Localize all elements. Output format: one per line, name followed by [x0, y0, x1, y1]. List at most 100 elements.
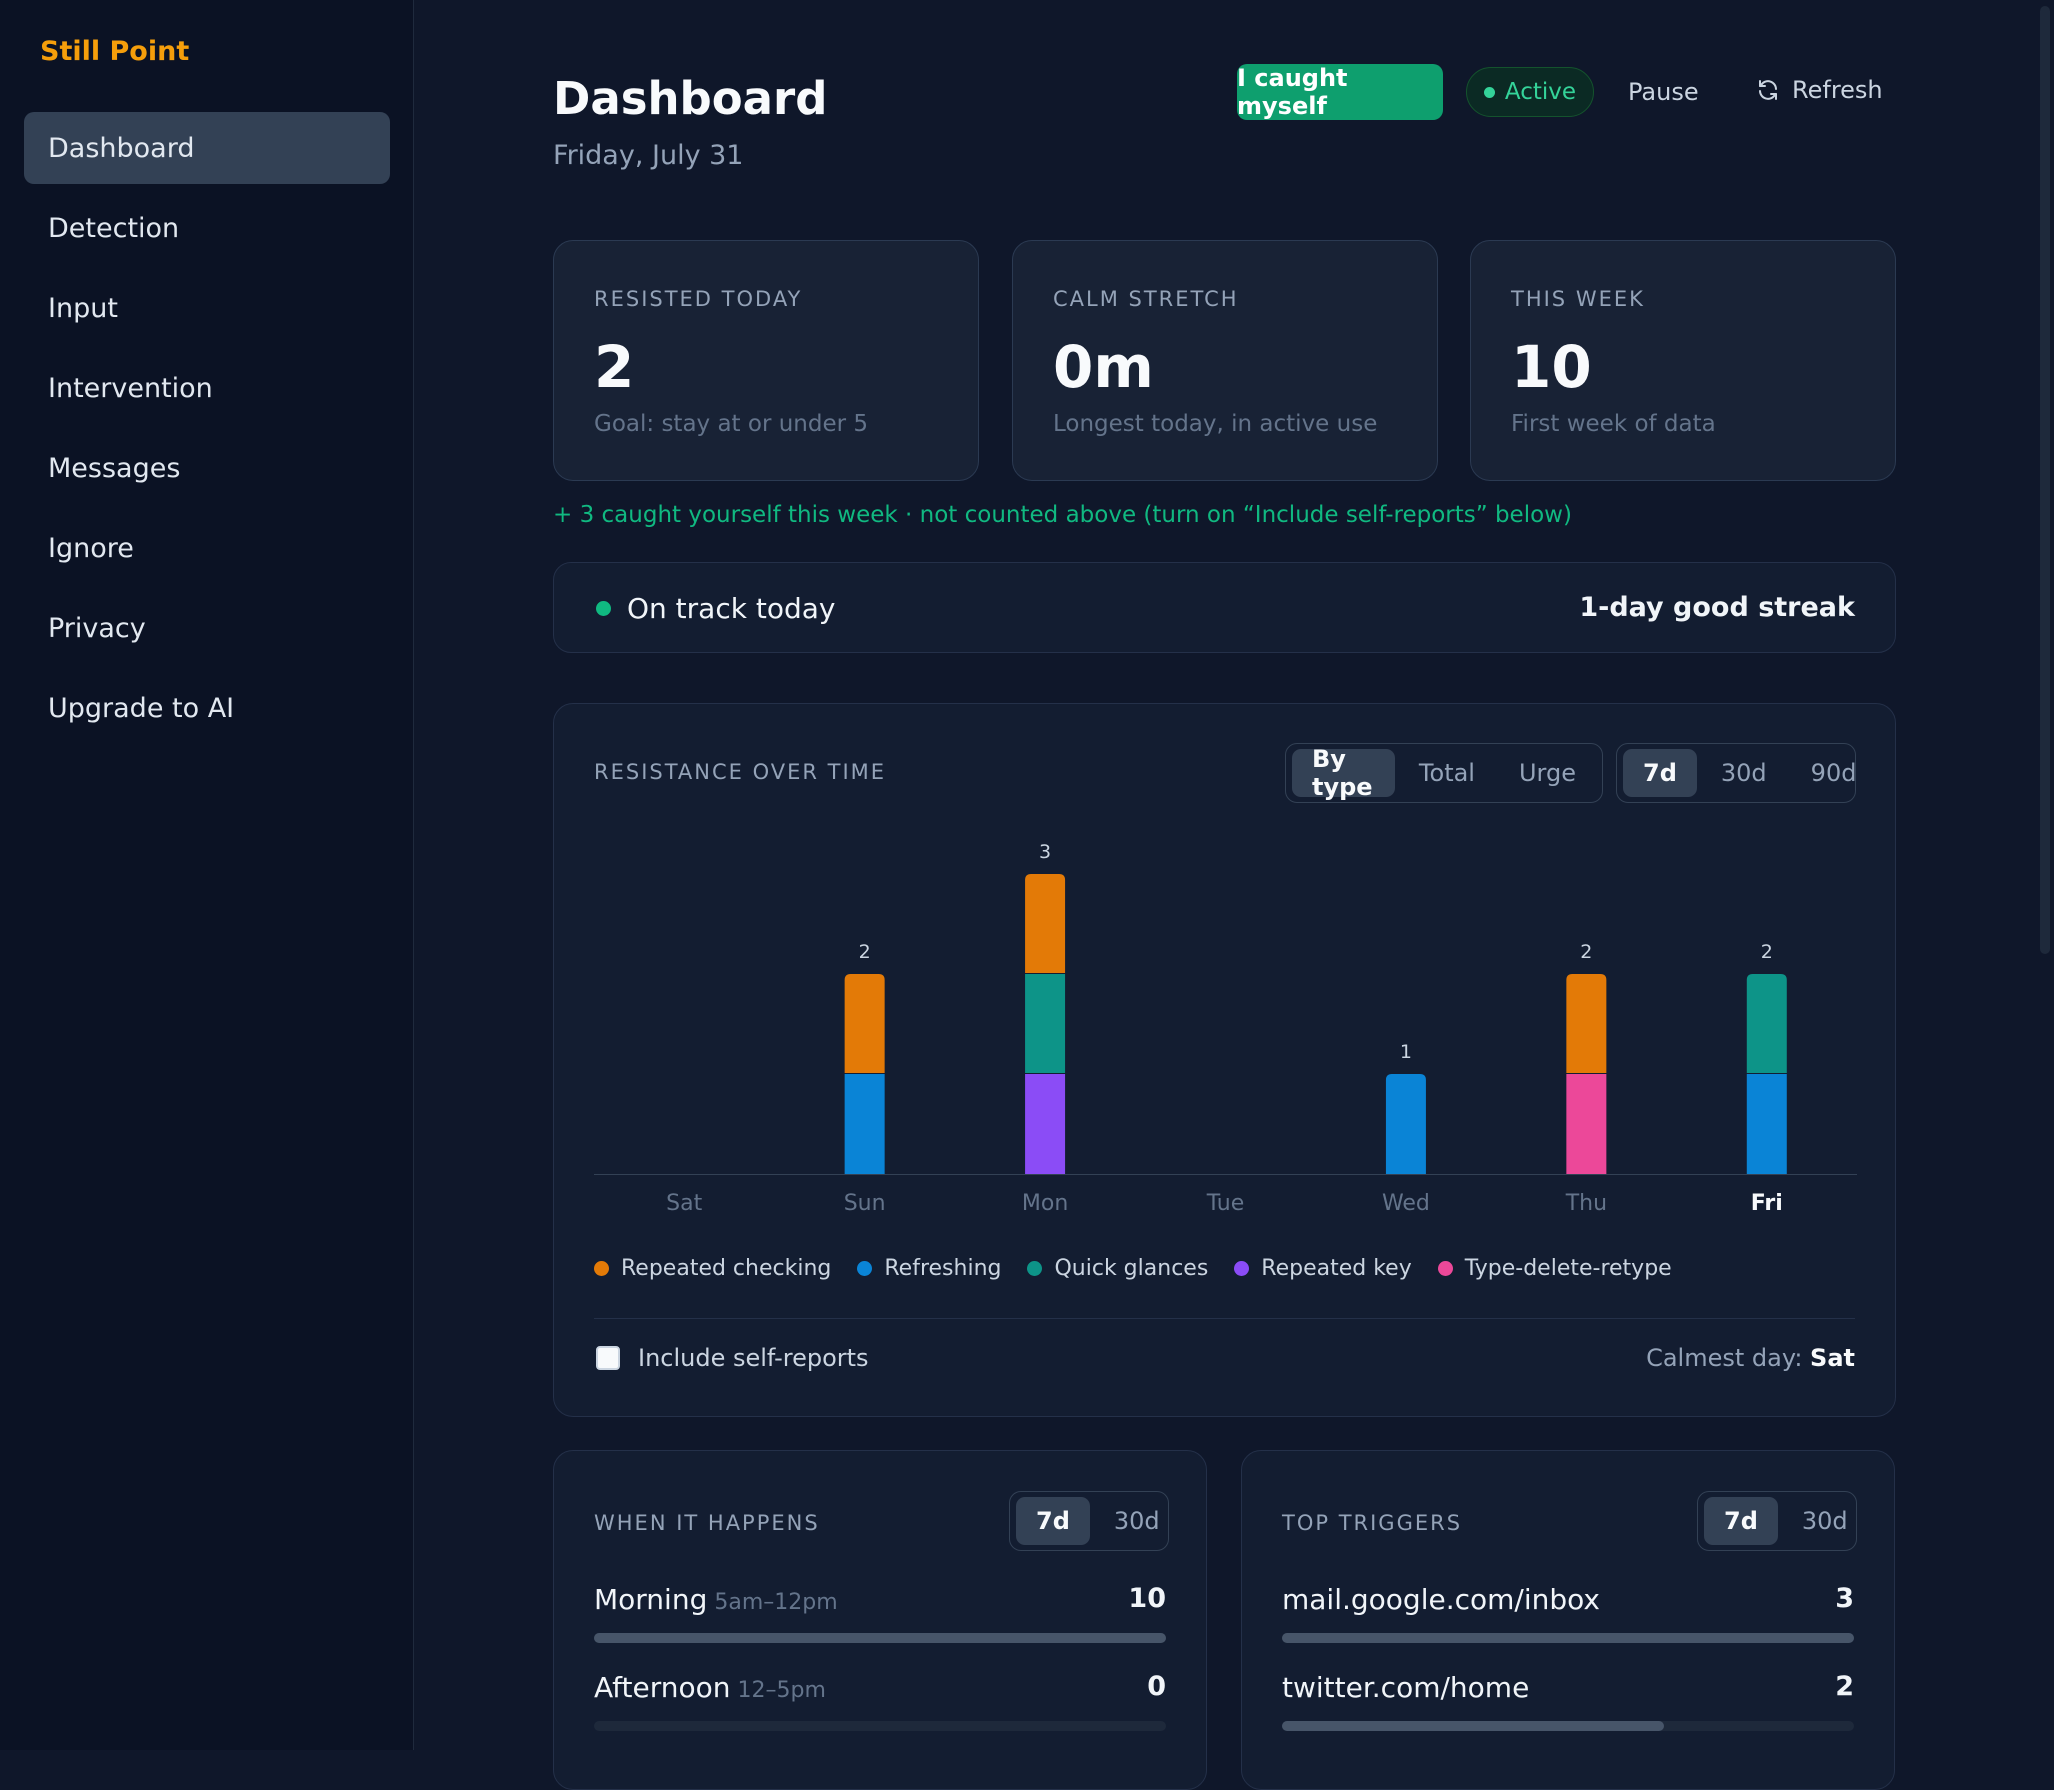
sidebar-item-intervention[interactable]: Intervention — [48, 372, 213, 404]
bar-segment[interactable] — [1566, 1074, 1607, 1174]
sidebar-item-input[interactable]: Input — [48, 292, 118, 324]
sidebar-item-messages[interactable]: Messages — [48, 452, 181, 484]
bar-segment[interactable] — [1025, 1074, 1066, 1174]
refresh-button[interactable]: Refresh — [1756, 76, 1883, 104]
calmest-value: Sat — [1810, 1344, 1855, 1372]
x-tick-label: Mon — [1022, 1191, 1068, 1216]
stat-label: THIS WEEK — [1511, 287, 1645, 311]
legend-label: Repeated key — [1261, 1256, 1412, 1281]
view-tab-urge[interactable]: Urge — [1518, 759, 1576, 787]
bar-segment[interactable] — [1566, 974, 1607, 1073]
row-bar-track — [1282, 1721, 1854, 1731]
top-triggers-card: TOP TRIGGERS 7d 30d mail.google.com/inbo… — [1241, 1450, 1895, 1790]
refresh-label: Refresh — [1792, 76, 1883, 104]
stat-value: 0m — [1053, 333, 1154, 401]
triggers-range-tab-30d[interactable]: 30d — [1801, 1507, 1848, 1535]
bar-segment[interactable] — [1385, 1074, 1426, 1174]
stat-card-calm-stretch: CALM STRETCH 0m Longest today, in active… — [1012, 240, 1438, 481]
sidebar: Still Point Dashboard Detection Input In… — [0, 0, 414, 1750]
sidebar-item-upgrade[interactable]: Upgrade to AI — [48, 692, 235, 724]
resistance-chart-card: RESISTANCE OVER TIME By type Total Urge … — [553, 703, 1896, 1417]
bar-segment[interactable] — [844, 974, 885, 1073]
stat-subtext: Goal: stay at or under 5 — [594, 411, 869, 437]
bar-segment[interactable] — [1746, 1074, 1787, 1174]
legend-label: Type-delete-retype — [1464, 1256, 1672, 1281]
legend-label: Refreshing — [884, 1256, 1002, 1281]
row-label: Afternoon 12–5pm — [594, 1671, 826, 1704]
row-label: mail.google.com/inbox — [1282, 1583, 1600, 1616]
resistance-bar-chart: Sat 2 Sun 3 Mon Tue 1 Wed 2 Thu 2 Fri — [594, 841, 1857, 1216]
view-tab-by-type[interactable]: By type — [1292, 745, 1395, 801]
row-label-text: mail.google.com/inbox — [1282, 1583, 1600, 1616]
when-range-toggle: 7d 30d — [1009, 1491, 1169, 1551]
legend-dot-icon — [1234, 1261, 1250, 1276]
status-label: Active — [1504, 79, 1577, 105]
calmest-label: Calmest day: — [1646, 1344, 1803, 1372]
view-tab-total[interactable]: Total — [1418, 759, 1475, 787]
row-label-text: Afternoon — [594, 1671, 731, 1704]
x-tick-label: Tue — [1206, 1191, 1245, 1216]
triggers-range-tab-7d[interactable]: 7d — [1704, 1497, 1778, 1545]
stat-value: 2 — [594, 333, 635, 401]
sidebar-item-dashboard[interactable]: Dashboard — [24, 112, 390, 184]
page-scrollbar[interactable] — [2036, 0, 2054, 1750]
row-count: 0 — [1147, 1671, 1166, 1702]
row-count: 10 — [1128, 1583, 1166, 1614]
caught-myself-button[interactable]: I caught myself — [1237, 64, 1443, 120]
include-self-reports-checkbox[interactable] — [596, 1346, 620, 1370]
refresh-icon — [1759, 80, 1777, 100]
x-tick-label: Wed — [1382, 1191, 1430, 1216]
triggers-title: TOP TRIGGERS — [1282, 1511, 1463, 1535]
bar-segment[interactable] — [1746, 974, 1787, 1073]
page-title: Dashboard — [553, 72, 828, 125]
when-range-tab-7d[interactable]: 7d — [1016, 1497, 1090, 1545]
stat-subtext: Longest today, in active use — [1053, 411, 1378, 437]
x-tick-label: Sat — [666, 1191, 702, 1216]
chart-divider — [594, 1318, 1855, 1319]
legend-item: Type-delete-retype — [1437, 1256, 1672, 1281]
status-dot-icon — [1483, 86, 1495, 98]
status-badge[interactable]: Active — [1466, 67, 1594, 117]
sidebar-item-ignore[interactable]: Ignore — [48, 532, 134, 564]
legend-item: Repeated key — [1234, 1256, 1412, 1281]
x-tick-label: Sun — [844, 1191, 886, 1216]
include-self-reports-label[interactable]: Include self-reports — [638, 1344, 869, 1372]
bar-segment[interactable] — [1025, 874, 1066, 973]
bar-total-label: 1 — [1400, 1041, 1412, 1063]
scrollbar-thumb[interactable] — [2040, 6, 2050, 954]
stat-subtext: First week of data — [1511, 411, 1716, 437]
legend-dot-icon — [1027, 1261, 1043, 1276]
bar-segment[interactable] — [844, 1074, 885, 1174]
range-tab-30d[interactable]: 30d — [1720, 759, 1767, 787]
stat-card-this-week: THIS WEEK 10 First week of data — [1470, 240, 1896, 481]
legend-label: Repeated checking — [621, 1256, 832, 1281]
range-tab-90d[interactable]: 90d — [1810, 759, 1857, 787]
stat-label: CALM STRETCH — [1053, 287, 1239, 311]
row-bar-track — [594, 1721, 1166, 1731]
on-track-banner: On track today 1-day good streak — [553, 562, 1896, 653]
sidebar-item-privacy[interactable]: Privacy — [48, 612, 146, 644]
bar-total-label: 2 — [1761, 941, 1773, 963]
bar-total-label: 3 — [1039, 841, 1051, 863]
x-tick-label: Thu — [1565, 1191, 1607, 1216]
on-track-label: On track today — [627, 592, 836, 625]
brand-logo-text[interactable]: Still Point — [40, 36, 190, 67]
when-range-tab-30d[interactable]: 30d — [1113, 1507, 1160, 1535]
row-bar-track — [1282, 1633, 1854, 1643]
bar-total-label: 2 — [1580, 941, 1592, 963]
legend-dot-icon — [594, 1261, 609, 1276]
row-label-text: Morning — [594, 1583, 708, 1616]
row-label-hint: 5am–12pm — [707, 1590, 838, 1615]
sidebar-item-detection[interactable]: Detection — [48, 212, 180, 244]
range-tab-7d[interactable]: 7d — [1623, 749, 1697, 797]
row-count: 2 — [1835, 1671, 1854, 1702]
chart-legend: Repeated checking Refreshing Quick glances… — [594, 1256, 1672, 1281]
bar-segment[interactable] — [1025, 974, 1066, 1073]
page-date: Friday, July 31 — [553, 140, 744, 171]
pause-button[interactable]: Pause — [1628, 78, 1699, 106]
legend-item: Refreshing — [857, 1256, 1001, 1281]
range-toggle: 7d 30d 90d — [1616, 743, 1856, 803]
bar-total-label: 2 — [859, 941, 871, 963]
row-bar-fill — [1282, 1721, 1664, 1731]
row-bar-track — [594, 1633, 1166, 1643]
